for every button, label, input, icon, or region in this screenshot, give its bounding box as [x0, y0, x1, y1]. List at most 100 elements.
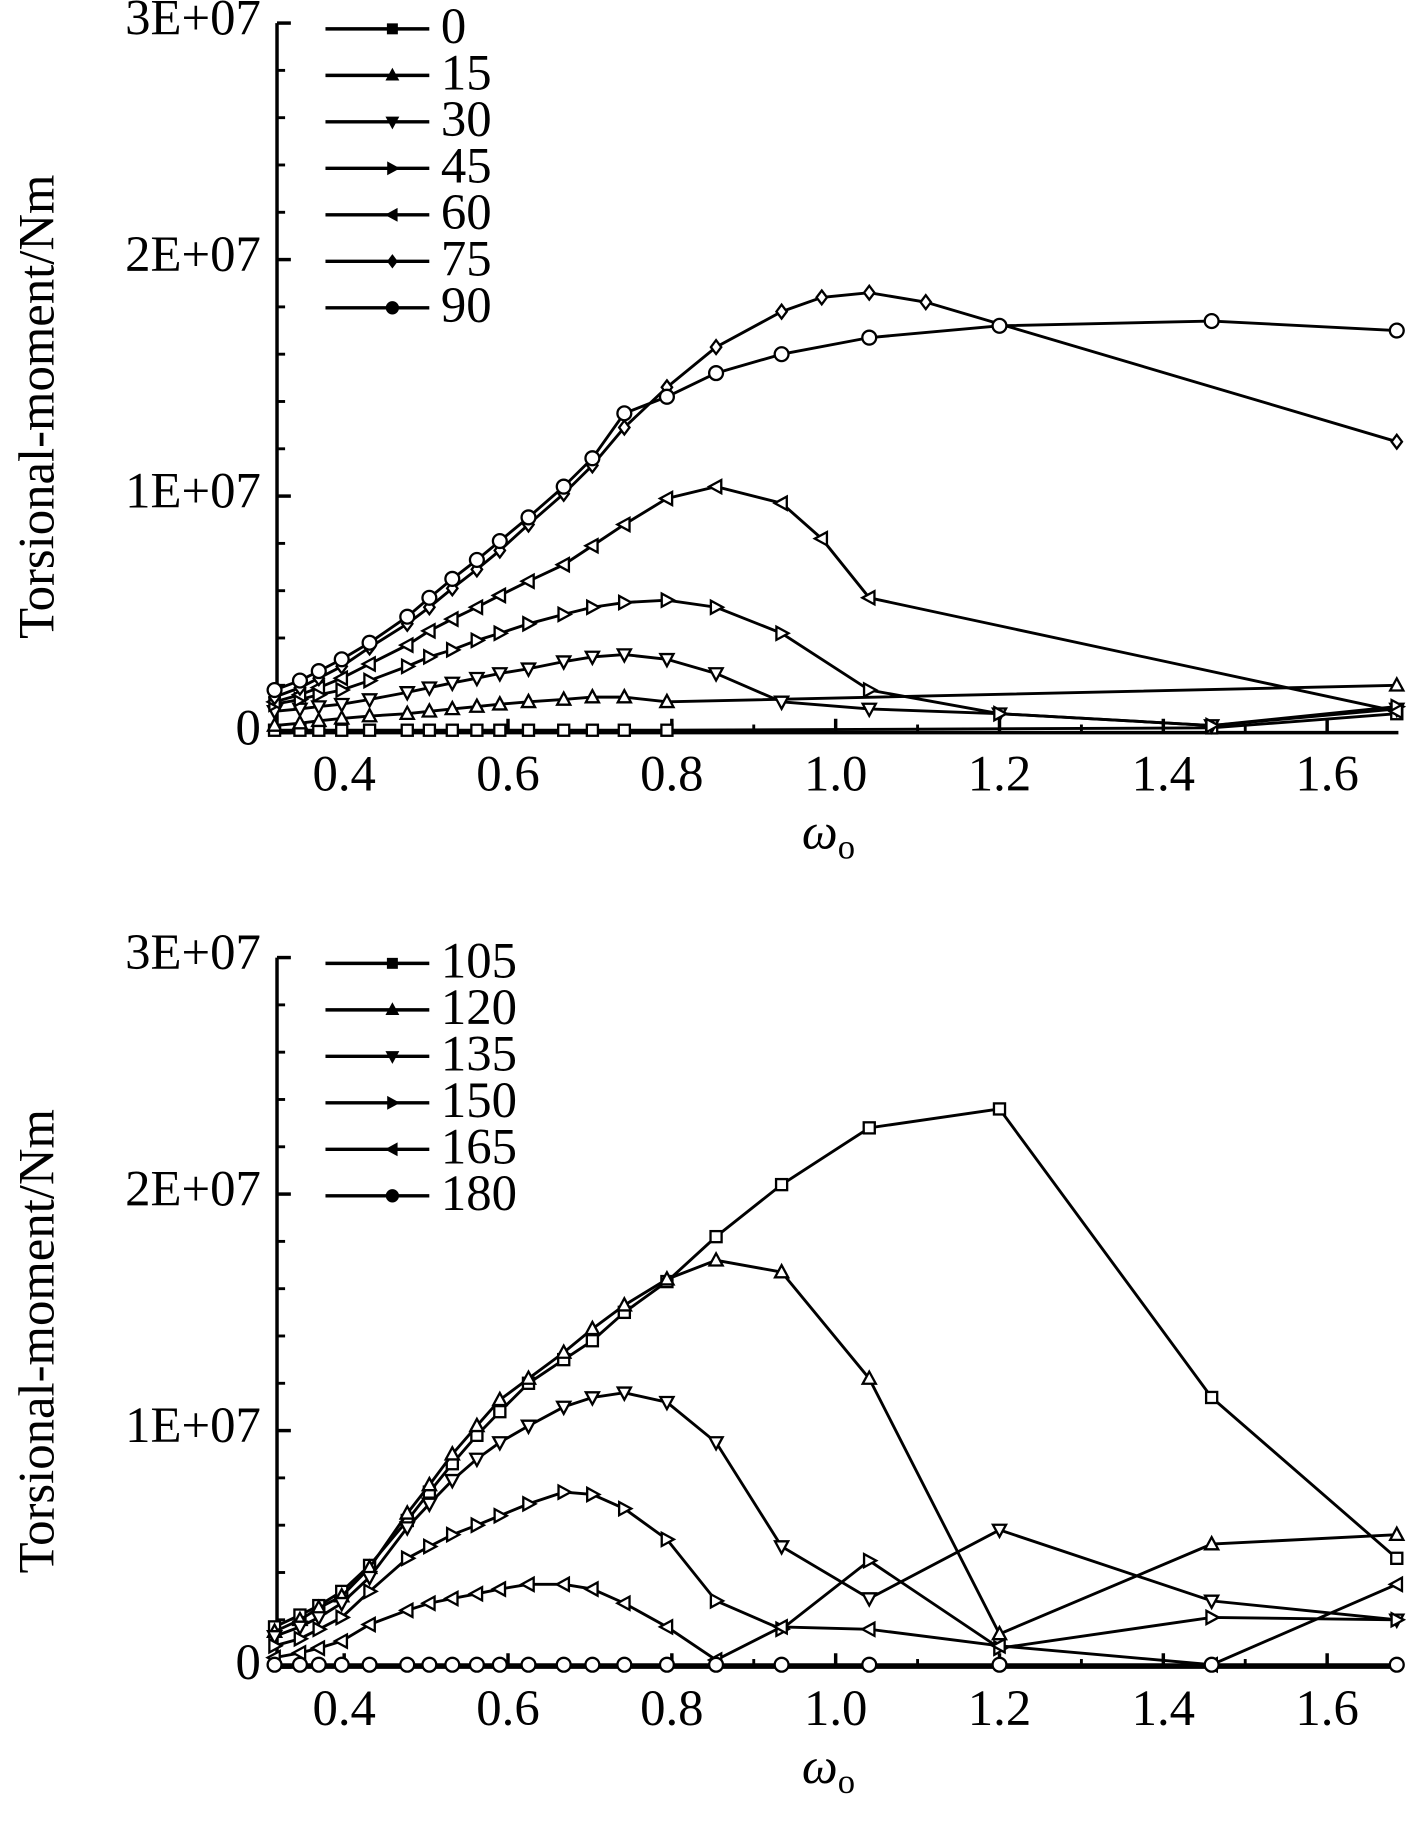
- data-point: [398, 1504, 416, 1520]
- data-point: [266, 681, 283, 699]
- data-point: [332, 1632, 349, 1650]
- data-point: [423, 648, 439, 666]
- y-tick-label: 0: [235, 699, 260, 755]
- legend-label: 180: [441, 1165, 517, 1221]
- data-point: [468, 1452, 486, 1469]
- data-point: [584, 450, 601, 467]
- x-axis-subscript: o: [838, 828, 855, 866]
- data-point: [583, 537, 599, 555]
- data-point: [772, 494, 788, 512]
- x-tick-label: 1.6: [1295, 1680, 1358, 1736]
- data-point: [1204, 1390, 1219, 1405]
- data-point: [468, 551, 485, 569]
- data-point: [493, 1507, 510, 1525]
- data-point: [1203, 312, 1220, 330]
- data-point: [990, 1637, 1006, 1655]
- data-point: [617, 1500, 634, 1518]
- data-point: [335, 1608, 352, 1626]
- data-point: [775, 624, 791, 642]
- data-point: [1390, 1611, 1407, 1629]
- x-tick-label: 1.6: [1295, 745, 1358, 801]
- x-axis-symbol: ω: [802, 803, 838, 859]
- data-point: [812, 530, 829, 548]
- data-point: [290, 1644, 307, 1662]
- legend-marker: [385, 1189, 400, 1203]
- data-point: [361, 693, 379, 709]
- data-point: [398, 704, 416, 721]
- legend-label: 15: [441, 44, 492, 100]
- data-point: [1388, 675, 1406, 692]
- y-tick-label: 1E+07: [125, 1397, 261, 1453]
- x-axis-symbol: ω: [802, 1738, 838, 1794]
- data-point: [335, 723, 349, 737]
- x-tick-label: 1.2: [968, 1680, 1031, 1736]
- data-point: [520, 1656, 537, 1673]
- data-point: [862, 681, 879, 699]
- data-point: [420, 622, 436, 640]
- data-point: [420, 701, 438, 718]
- data-point: [519, 1575, 535, 1593]
- data-point: [310, 700, 328, 716]
- data-point: [361, 634, 378, 651]
- data-point: [614, 1594, 631, 1612]
- data-point: [266, 1630, 284, 1646]
- data-point: [555, 655, 573, 671]
- data-point: [862, 1552, 879, 1570]
- data-point: [333, 1656, 350, 1673]
- panel: 0 1E+07 2E+07 3E+07 0.4 0.6 0.8 1.0 1.2 1.4 1.6 Tor…: [8, 924, 1407, 1801]
- legend-marker: [386, 23, 398, 35]
- data-point: [614, 515, 631, 533]
- data-point: [555, 478, 572, 495]
- legend-label: 135: [441, 1025, 517, 1081]
- data-point: [445, 723, 460, 737]
- data-point: [400, 657, 417, 675]
- data-point: [707, 365, 725, 382]
- data-point: [442, 610, 459, 628]
- data-point: [617, 723, 632, 737]
- data-point: [268, 1637, 284, 1655]
- data-point: [309, 1639, 326, 1657]
- y-axis-label: Torsional-moment/Nm: [8, 174, 64, 638]
- y-tick-label: 3E+07: [125, 924, 261, 980]
- data-point: [990, 1624, 1009, 1641]
- data-point: [397, 636, 414, 654]
- data-point: [399, 1656, 416, 1673]
- data-point: [293, 1630, 310, 1648]
- data-point: [584, 1656, 601, 1673]
- data-point: [583, 1391, 601, 1407]
- legend-marker: [385, 116, 400, 130]
- data-point: [360, 655, 376, 673]
- x-tick-label: 1.0: [804, 745, 867, 801]
- x-axis-label: ωo: [802, 1738, 855, 1801]
- data-point: [519, 1419, 538, 1436]
- data-point: [470, 723, 484, 737]
- legend-label: 105: [441, 932, 517, 988]
- data-point: [333, 697, 351, 714]
- data-point: [774, 302, 789, 321]
- data-point: [468, 697, 486, 713]
- data-point: [1387, 702, 1404, 720]
- data-point: [707, 1656, 725, 1673]
- data-point: [491, 667, 509, 683]
- data-point: [468, 1656, 485, 1673]
- series-line: [274, 683, 1397, 727]
- data-point: [707, 1436, 725, 1452]
- data-point: [1388, 322, 1405, 339]
- data-point: [555, 1400, 573, 1417]
- x-axis-label: ωo: [802, 803, 855, 866]
- data-point: [266, 716, 284, 732]
- data-point: [521, 723, 536, 737]
- data-point: [585, 723, 600, 737]
- data-point: [657, 489, 674, 507]
- data-point: [310, 1611, 328, 1627]
- data-point: [400, 1549, 417, 1567]
- data-point: [519, 692, 538, 709]
- data-point: [615, 1386, 633, 1403]
- data-point: [616, 1656, 633, 1673]
- data-point: [291, 1620, 309, 1637]
- x-tick-label: 1.2: [968, 745, 1031, 801]
- legend-marker: [386, 957, 398, 969]
- data-point: [1203, 1534, 1221, 1551]
- data-point: [554, 1575, 571, 1593]
